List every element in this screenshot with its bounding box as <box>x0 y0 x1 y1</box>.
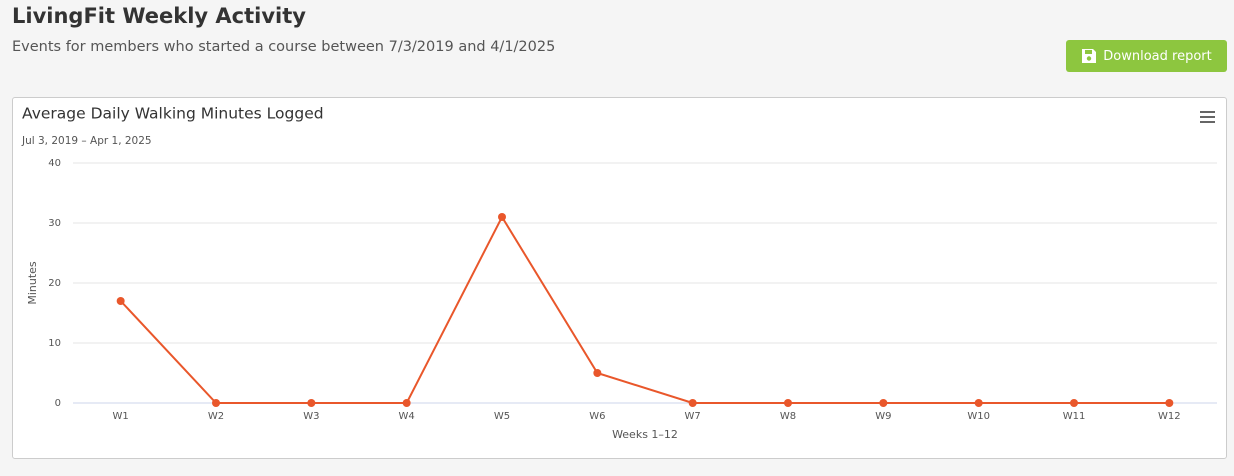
y-tick-label: 30 <box>48 218 61 229</box>
y-axis-title: Minutes <box>26 261 39 305</box>
point <box>116 297 125 305</box>
page-title: LivingFit Weekly Activity <box>12 4 306 28</box>
point <box>402 399 411 407</box>
x-tick-label: W6 <box>589 411 605 422</box>
chart-title: Average Daily Walking Minutes Logged <box>22 105 324 123</box>
x-tick-label: W7 <box>685 411 701 422</box>
page-subtitle: Events for members who started a course … <box>12 39 556 55</box>
y-tick-label: 0 <box>55 398 61 409</box>
point <box>212 399 220 407</box>
point <box>879 399 888 407</box>
x-tick-label: W8 <box>780 411 796 422</box>
x-tick-label: W2 <box>208 411 224 422</box>
chart-card <box>12 97 1227 459</box>
point <box>974 399 983 407</box>
y-tick-label: 20 <box>48 278 61 289</box>
button-label: Download report <box>1103 48 1212 64</box>
point <box>1165 399 1174 407</box>
save-icon <box>1082 49 1097 63</box>
x-tick-label: W10 <box>967 411 990 422</box>
x-tick-label: W9 <box>875 411 891 422</box>
menu-icon[interactable] <box>1200 111 1215 123</box>
y-tick-label: 40 <box>48 158 61 169</box>
x-tick-label: W5 <box>494 411 510 422</box>
x-tick-label: W1 <box>113 411 129 422</box>
point <box>688 399 697 407</box>
y-tick-label: 10 <box>48 338 61 349</box>
download-button[interactable]: Download report <box>1066 40 1227 72</box>
point <box>498 213 506 221</box>
x-tick-label: W12 <box>1158 411 1181 422</box>
line <box>119 214 1170 404</box>
point <box>307 399 316 407</box>
x-axis-title: Weeks 1–12 <box>612 428 678 441</box>
point <box>1070 399 1078 407</box>
x-tick-label: W4 <box>399 411 415 422</box>
point <box>593 369 602 377</box>
x-tick-label: W3 <box>303 411 319 422</box>
point <box>784 399 792 407</box>
chart-subtitle: Jul 3, 2019 – Apr 1, 2025 <box>21 135 152 147</box>
x-tick-label: W11 <box>1063 411 1086 422</box>
